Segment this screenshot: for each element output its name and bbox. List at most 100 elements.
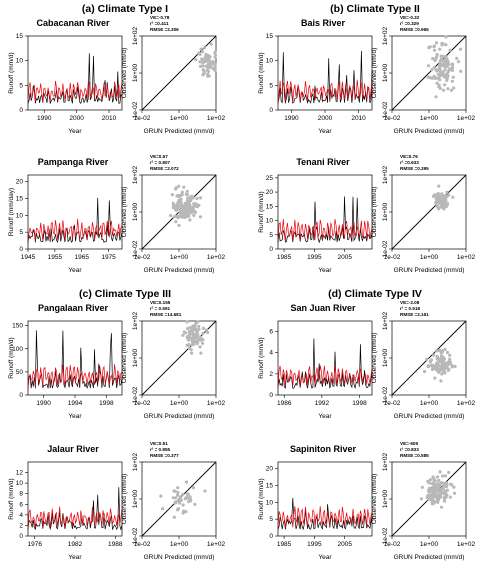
scatter-point	[441, 197, 445, 201]
x-tick-label: 2000	[318, 115, 333, 122]
scatter-point	[178, 214, 182, 218]
scatter-point	[446, 368, 450, 372]
scatter-point	[185, 495, 189, 499]
stat-text: r² =0.833	[400, 447, 419, 452]
scatter-point	[443, 474, 448, 478]
scatter-point	[435, 475, 440, 479]
scatter-point	[443, 496, 448, 500]
y-tick-label: 1e+00	[132, 202, 139, 221]
y-axis-label: Observed (mm/d)	[371, 48, 378, 99]
scatter-point	[209, 64, 213, 68]
scatter-point	[447, 193, 451, 197]
scatter-point	[448, 361, 452, 365]
scatter-point	[194, 58, 198, 62]
scatter-point	[444, 361, 448, 366]
y-tick-label: 2	[269, 371, 273, 378]
stat-text: RMSE =14.681	[150, 312, 182, 317]
scatter-point	[425, 495, 429, 500]
scatter-point	[432, 489, 436, 493]
scatter-point	[213, 52, 217, 56]
scatter-point	[213, 62, 217, 66]
x-tick-label: 1990	[284, 115, 299, 122]
scatter-point	[438, 59, 442, 63]
scatter-point	[450, 63, 455, 67]
x-tick-label: 1982	[68, 541, 83, 548]
y-axis-label: Runoff (mm/d)	[258, 337, 265, 378]
plot-frame	[27, 320, 123, 396]
scatter-point	[213, 68, 217, 73]
y-tick-label: 5	[269, 516, 273, 523]
scatter-point	[434, 364, 438, 368]
scatter-point	[440, 41, 444, 45]
scatter-point	[439, 492, 443, 496]
y-tick-label: 1e+02	[382, 26, 389, 45]
scatter-point	[178, 501, 182, 505]
scatter-point	[428, 45, 432, 49]
scatter-point	[194, 321, 198, 325]
y-tick-label: 1e+00	[382, 202, 389, 221]
y-tick-label: 6	[19, 501, 23, 508]
y-tick-label: 4	[19, 512, 23, 519]
y-tick-label: 1e+02	[132, 26, 139, 45]
stat-text: VE=0.76	[400, 154, 418, 159]
scatter-point	[434, 41, 439, 45]
line-chart-title: Pangalaan River	[38, 303, 109, 313]
scatter-point	[198, 215, 203, 219]
scatter-point	[182, 185, 186, 189]
y-tick-label: 1e-02	[132, 386, 139, 403]
scatter-point	[439, 70, 443, 74]
scatter-point	[192, 213, 196, 217]
y-tick-label: 15	[266, 483, 274, 490]
x-tick-label: 1e-02	[384, 541, 401, 548]
scatter-point	[195, 342, 199, 346]
stat-text: r² =0.411	[150, 21, 169, 26]
group-title: (d) Climate Type IV	[328, 288, 422, 300]
scatter-point	[177, 184, 181, 188]
x-tick-label: 1e+02	[207, 115, 226, 122]
scatter-point	[440, 372, 444, 376]
scatter-point	[438, 78, 442, 82]
scatter-point	[435, 357, 439, 361]
x-axis-label: Year	[318, 128, 332, 135]
y-tick-label: 1e-02	[132, 101, 139, 118]
scatter-point	[174, 220, 178, 224]
scatter-point	[193, 326, 197, 331]
x-tick-label: 1990	[36, 400, 51, 407]
scatter-point	[430, 68, 434, 72]
scatter-point	[179, 208, 183, 212]
stat-text: r² = 0.807	[150, 160, 170, 165]
y-tick-label: 10	[266, 499, 274, 506]
x-tick-label: 1e+00	[420, 115, 439, 122]
scatter-point	[438, 200, 442, 204]
scatter-point	[446, 202, 450, 206]
scatter-point	[444, 59, 448, 63]
stat-text: RMSE =2.072	[150, 166, 179, 171]
y-axis-label: Observed (mm/d)	[121, 48, 128, 99]
y-axis-label: Observed (mm/d)	[371, 187, 378, 238]
scatter-point	[439, 505, 444, 509]
scatter-point	[191, 206, 195, 210]
scatter-point	[188, 218, 192, 222]
group-title: (a) Climate Type I	[82, 3, 168, 15]
scatter-point	[425, 357, 429, 361]
y-tick-label: 15	[266, 203, 274, 210]
scatter-point	[173, 214, 177, 219]
scatter-point	[443, 201, 447, 205]
scatter-point	[451, 75, 455, 79]
scatter-point	[455, 56, 459, 61]
scatter-point	[203, 56, 207, 60]
observed-series-line	[27, 197, 123, 243]
x-tick-label: 1965	[74, 254, 89, 261]
scatter-point	[180, 190, 184, 194]
scatter-point	[201, 331, 205, 335]
x-tick-label: 1e-02	[134, 254, 151, 261]
scatter-point	[176, 201, 180, 205]
scatter-point	[420, 485, 424, 489]
scatter-point	[432, 501, 436, 505]
scatter-point	[198, 196, 203, 200]
scatter-point	[438, 86, 442, 90]
y-axis-label: Runoff (mm/d)	[258, 478, 265, 519]
stat-text: r² = 0.855	[150, 447, 170, 452]
stat-text: VE=-0.32	[400, 15, 420, 20]
scatter-point	[419, 497, 424, 501]
